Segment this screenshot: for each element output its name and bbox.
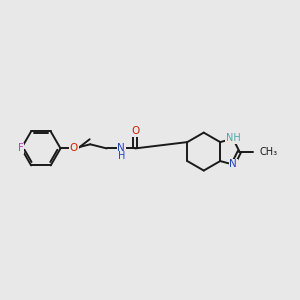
Text: F: F: [18, 143, 24, 153]
Text: O: O: [131, 126, 139, 136]
Text: NH: NH: [226, 134, 240, 143]
Text: CH₃: CH₃: [259, 147, 277, 157]
Text: H: H: [118, 151, 125, 161]
Text: N: N: [117, 143, 125, 153]
Text: O: O: [70, 143, 78, 153]
Text: N: N: [230, 160, 237, 170]
